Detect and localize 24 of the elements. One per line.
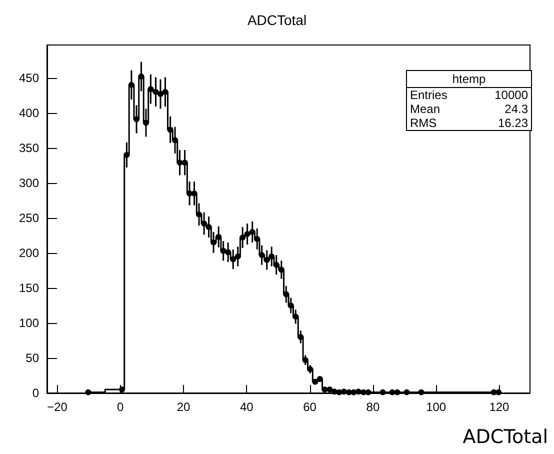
- y-tick-label: 50: [26, 350, 40, 365]
- x-tick-label: 20: [176, 400, 191, 414]
- x-tick-label: 100: [426, 400, 446, 414]
- y-tick-label: 300: [18, 176, 40, 190]
- x-tick-label: 0: [117, 400, 124, 414]
- text: Entries 10000: [410, 88, 528, 102]
- chart-title: ADCTotal: [247, 12, 307, 28]
- y-tick-label: 100: [18, 316, 40, 330]
- y-tick-label: 350: [18, 140, 40, 155]
- text: Mean 24.3: [410, 102, 528, 116]
- x-tick-label: 40: [240, 400, 254, 414]
- y-tick-label: 450: [18, 70, 40, 85]
- annotation: htemp: [407, 71, 531, 88]
- x-tick-label: 120: [489, 400, 510, 414]
- text: RMS 16.23: [410, 116, 528, 130]
- x-tick-label: 80: [366, 400, 380, 414]
- x-tick-label: 60: [303, 400, 317, 414]
- y-tick-label: 400: [18, 106, 40, 120]
- y-tick-label: 150: [18, 280, 40, 295]
- x-tick-label: −20: [47, 400, 68, 414]
- y-tick-label: 200: [18, 246, 40, 260]
- x-axis-title: ADCTotal: [462, 426, 548, 448]
- y-tick-label: 250: [18, 210, 40, 225]
- y-tick-label: 0: [32, 386, 40, 400]
